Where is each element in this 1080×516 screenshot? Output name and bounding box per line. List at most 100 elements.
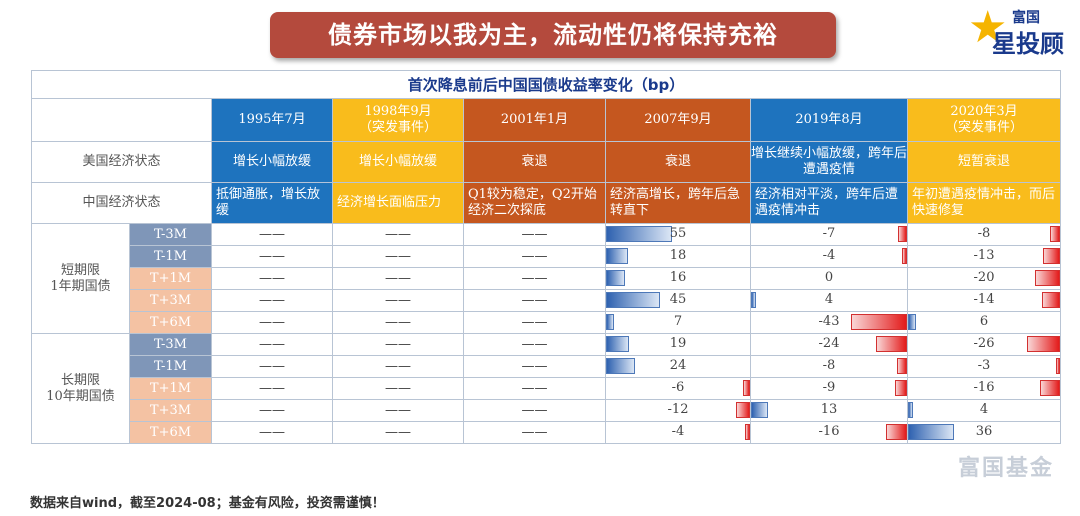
- value-2020: 4: [907, 399, 1061, 422]
- table-row: T+6M —— —— —— 7 -43 6: [32, 311, 1061, 334]
- bar-negative: [1043, 248, 1060, 264]
- period-label: T+3M: [129, 289, 212, 312]
- empty-value: ——: [211, 399, 333, 422]
- value-label: 45: [669, 292, 687, 307]
- us-economy-state: 短暂衰退: [907, 141, 1061, 183]
- table-row: T+3M —— —— —— -12 13 4: [32, 399, 1061, 422]
- table-row: T-1M —— —— —— 18 -4 -13: [32, 245, 1061, 268]
- value-2019: 13: [750, 399, 908, 422]
- empty-value: ——: [211, 355, 333, 378]
- group-label-line: 长期限: [60, 372, 100, 388]
- value-2019: -9: [750, 377, 908, 400]
- cn-economy-state: Q1较为稳定，Q2开始经济二次探底: [463, 182, 606, 224]
- empty-value: ——: [211, 267, 333, 290]
- value-label: 4: [979, 402, 989, 417]
- value-2007: 55: [605, 223, 751, 246]
- value-2020: -16: [907, 377, 1061, 400]
- cn-economy-state: 年初遭遇疫情冲击，而后快速修复: [907, 182, 1061, 224]
- group-label: 长期限 10年期国债: [31, 333, 130, 444]
- value-2007: -4: [605, 421, 751, 444]
- value-2007: 18: [605, 245, 751, 268]
- yield-change-table: 首次降息前后中国国债收益率变化（bp） 1995年7月 1998年9月 （突发事件）…: [31, 70, 1061, 444]
- value-2019: 0: [750, 267, 908, 290]
- bar-negative: [1026, 336, 1060, 352]
- empty-value: ——: [211, 245, 333, 268]
- bar-negative: [745, 424, 750, 440]
- empty-value: ——: [211, 311, 333, 334]
- us-economy-state: 增长继续小幅放缓，跨年后遭遇疫情: [750, 141, 908, 183]
- cn-economy-label: 中国经济状态: [31, 182, 212, 224]
- value-label: -6: [671, 380, 685, 395]
- period-label: T+6M: [129, 421, 212, 444]
- column-header: 2020年3月 （突发事件）: [907, 98, 1061, 142]
- empty-value: ——: [463, 399, 606, 422]
- value-label: 19: [669, 336, 687, 351]
- value-2019: -43: [750, 311, 908, 334]
- value-2019: -24: [750, 333, 908, 356]
- value-label: 55: [669, 226, 687, 241]
- bar-positive: [606, 336, 629, 352]
- empty-value: ——: [211, 377, 333, 400]
- empty-value: ——: [463, 223, 606, 246]
- group-label: 短期限 1年期国债: [31, 223, 130, 334]
- column-header: 1998年9月 （突发事件）: [332, 98, 464, 142]
- bar-negative: [1034, 270, 1060, 286]
- table-title: 首次降息前后中国国债收益率变化（bp）: [31, 70, 1061, 99]
- bar-negative: [742, 380, 750, 396]
- empty-value: ——: [463, 421, 606, 444]
- bar-negative: [896, 358, 907, 374]
- group-label-line: 1年期国债: [50, 278, 111, 294]
- page-banner: 债券市场以我为主，流动性仍将保持充裕: [270, 12, 836, 58]
- empty-value: ——: [211, 421, 333, 444]
- empty-value: ——: [463, 333, 606, 356]
- table-row: T-1M —— —— —— 24 -8 -3: [32, 355, 1061, 378]
- period-label: T-3M: [129, 223, 212, 246]
- empty-value: ——: [463, 377, 606, 400]
- table-row: T+1M —— —— —— -6 -9 -16: [32, 377, 1061, 400]
- group-label-line: 短期限: [60, 262, 100, 278]
- bar-negative: [1042, 292, 1060, 308]
- value-label: -26: [973, 336, 995, 351]
- value-label: 16: [669, 270, 687, 285]
- bar-negative: [875, 336, 907, 352]
- empty-value: ——: [463, 355, 606, 378]
- footer-disclaimer: 数据来自wind，截至2024-08；基金有风险，投资需谨慎！: [30, 496, 385, 511]
- value-label: -43: [818, 314, 840, 329]
- value-label: 7: [673, 314, 683, 329]
- value-2019: -16: [750, 421, 908, 444]
- cn-economy-state: 抵御通胀，增长放缓: [211, 182, 333, 224]
- value-2007: 24: [605, 355, 751, 378]
- value-label: -20: [973, 270, 995, 285]
- watermark: 富国基金: [958, 456, 1055, 481]
- empty-value: ——: [332, 311, 464, 334]
- bar-negative: [886, 424, 907, 440]
- star-icon: ★: [968, 2, 1008, 53]
- column-date: 2001年1月: [500, 112, 569, 127]
- bar-positive: [606, 226, 673, 242]
- bar-positive: [908, 314, 916, 330]
- value-label: -12: [667, 402, 689, 417]
- cn-economy-state: 经济增长面临压力: [332, 182, 464, 224]
- header-corner: [31, 98, 212, 142]
- bar-positive: [606, 292, 661, 308]
- bar-negative: [1039, 380, 1060, 396]
- empty-value: ——: [332, 333, 464, 356]
- column-note: （突发事件）: [358, 120, 437, 135]
- value-2020: -26: [907, 333, 1061, 356]
- value-label: -4: [671, 424, 685, 439]
- logo-line2: 星投顾: [992, 30, 1064, 58]
- value-label: -4: [822, 248, 836, 263]
- value-label: -8: [822, 358, 836, 373]
- us-economy-state: 增长小幅放缓: [332, 141, 464, 183]
- value-label: -14: [973, 292, 995, 307]
- value-label: 6: [979, 314, 989, 329]
- cn-economy-state: 经济高增长，跨年后急转直下: [605, 182, 751, 224]
- period-label: T+1M: [129, 267, 212, 290]
- bar-positive: [908, 424, 954, 440]
- value-label: -16: [973, 380, 995, 395]
- value-label: 18: [669, 248, 687, 263]
- period-label: T-1M: [129, 355, 212, 378]
- group-label-line: 10年期国债: [46, 388, 115, 404]
- column-date: 2019年8月: [795, 112, 863, 127]
- table-row: T+3M —— —— —— 45 4 -14: [32, 289, 1061, 312]
